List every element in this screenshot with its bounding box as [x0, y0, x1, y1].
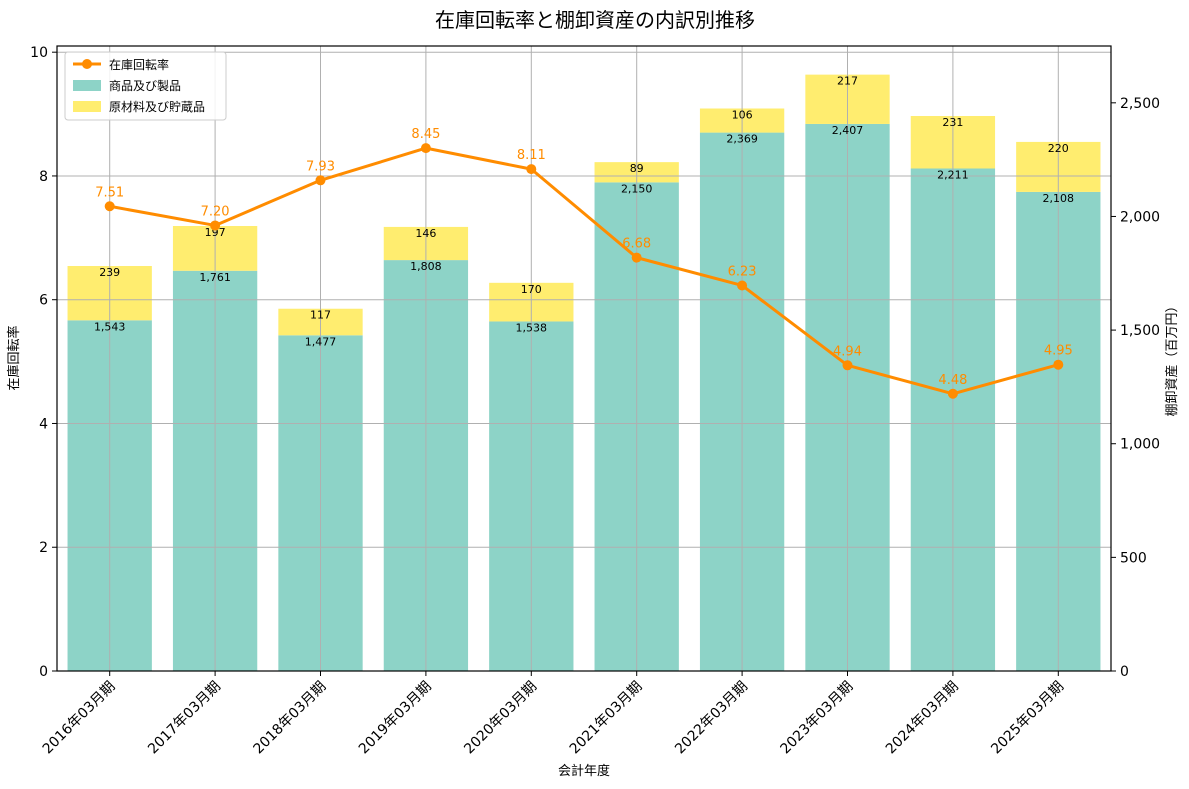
turnover-value-label: 8.45 [411, 127, 440, 142]
turnover-point [210, 220, 221, 231]
turnover-value-label: 4.94 [833, 344, 862, 359]
turnover-value-label: 6.23 [728, 264, 757, 279]
turnover-point [526, 164, 537, 175]
turnover-point [315, 175, 326, 186]
legend-swatch-marker [82, 59, 92, 69]
bar-value-label-materials: 239 [99, 266, 120, 279]
plot-frame [56, 45, 1112, 672]
turnover-value-label: 6.68 [622, 237, 651, 252]
y-left-tick-label: 4 [39, 416, 48, 432]
bar-value-label-products: 2,108 [1043, 192, 1075, 205]
legend-label: 在庫回転率 [109, 57, 169, 72]
bar-value-label-materials: 231 [942, 116, 963, 129]
bar-value-label-products: 2,369 [726, 133, 758, 146]
turnover-value-label: 4.48 [938, 373, 967, 388]
bar-value-label-products: 1,477 [305, 335, 337, 348]
bar-value-label-materials: 197 [205, 226, 226, 239]
turnover-point [737, 280, 748, 291]
x-axis-label: 会計年度 [558, 763, 610, 779]
bar-value-label-materials: 106 [732, 109, 753, 122]
y-left-tick-label: 6 [39, 293, 48, 309]
y-left-tick-label: 10 [30, 45, 48, 61]
x-tick-label: 2023年03月期 [778, 679, 857, 758]
bar-value-label-materials: 117 [310, 309, 331, 322]
x-tick-label: 2024年03月期 [883, 679, 962, 758]
turnover-value-label: 7.93 [306, 159, 335, 174]
bar-value-label-products: 1,761 [199, 271, 231, 284]
turnover-point [842, 360, 853, 371]
y-left-tick-label: 2 [39, 540, 48, 556]
turnover-value-label: 4.95 [1044, 344, 1073, 359]
bar-value-label-materials: 217 [837, 75, 858, 88]
x-tick-label: 2018年03月期 [251, 679, 330, 758]
y-right-tick-label: 2,500 [1120, 96, 1160, 112]
y-right-tick-label: 1,000 [1120, 437, 1160, 453]
x-tick-label: 2020年03月期 [461, 679, 540, 758]
x-tick-label: 2019年03月期 [356, 679, 435, 758]
turnover-point [631, 252, 642, 263]
y-axis-left-label: 在庫回転率 [6, 325, 22, 390]
bar-value-label-products: 2,150 [621, 182, 653, 195]
legend-label: 商品及び製品 [109, 78, 181, 93]
bar-value-label-materials: 89 [630, 162, 644, 175]
y-left-tick-label: 0 [39, 664, 48, 680]
turnover-line [109, 146, 1059, 396]
bar-value-label-materials: 146 [415, 227, 436, 240]
turnover-value-label: 7.20 [201, 204, 230, 219]
legend-label: 原材料及び貯蔵品 [109, 100, 205, 114]
turnover-point [947, 388, 958, 399]
bar-value-label-products: 1,543 [94, 320, 126, 333]
turnover-point [420, 143, 431, 154]
legend-box [64, 51, 227, 121]
y-right-tick-label: 2,000 [1120, 209, 1160, 225]
y-left-tick-label: 8 [39, 169, 48, 185]
bar-value-label-products: 2,211 [937, 169, 969, 182]
legend-swatch-bar [73, 80, 101, 91]
turnover-value-label: 8.11 [517, 148, 546, 163]
turnover-point [104, 201, 115, 212]
legend-swatch-bar [73, 101, 101, 112]
y-right-tick-label: 500 [1120, 550, 1147, 566]
bar-value-label-products: 1,538 [516, 321, 548, 334]
turnover-value-label: 7.51 [95, 185, 124, 200]
x-tick-label: 2016年03月期 [40, 679, 119, 758]
turnover-point [1053, 359, 1064, 370]
chart-title: 在庫回転率と棚卸資産の内訳別推移 [435, 8, 755, 32]
bar-value-label-materials: 220 [1048, 142, 1069, 155]
x-tick-label: 2017年03月期 [145, 679, 224, 758]
bar-value-label-products: 2,407 [832, 124, 864, 137]
x-tick-label: 2025年03月期 [988, 679, 1067, 758]
x-tick-label: 2022年03月期 [672, 679, 751, 758]
x-tick-label: 2021年03月期 [567, 679, 646, 758]
plot-area: 1,543 239 1,761 197 1,477 117 1,808 146 1,538 170… [30, 45, 1160, 757]
y-right-tick-label: 1,500 [1120, 323, 1160, 339]
y-right-tick-label: 0 [1120, 664, 1129, 680]
bar-value-label-products: 1,808 [410, 260, 442, 273]
bar-value-label-materials: 170 [521, 283, 542, 296]
y-axis-right-label: 棚卸資産（百万円） [1164, 299, 1180, 416]
